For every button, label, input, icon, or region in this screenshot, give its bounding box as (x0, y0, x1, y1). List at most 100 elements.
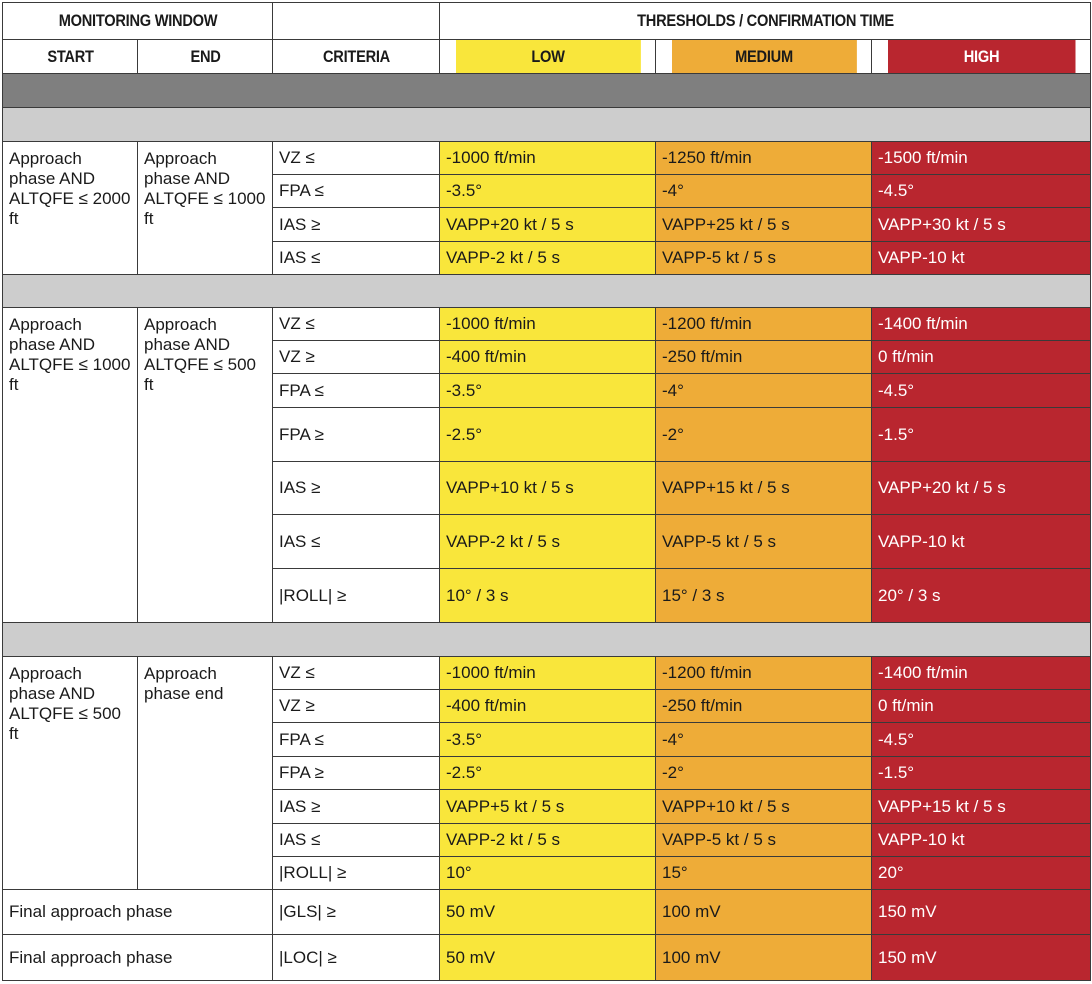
medium-threshold: VAPP-5 kt / 5 s (655, 823, 872, 857)
medium-threshold: VAPP-5 kt / 5 s (655, 241, 872, 275)
header-row-2: START END CRITERIA LOW MEDIUM HIGH (3, 39, 1091, 74)
low-threshold: -1000 ft/min (439, 307, 656, 341)
criteria-cell: FPA ≥ (272, 756, 440, 790)
table-row: IAS ≤ VAPP-2 kt / 5 s VAPP-5 kt / 5 s VAPP-… (3, 823, 1092, 857)
high-threshold: VAPP-10 kt (870, 823, 1092, 857)
low-threshold: VAPP-2 kt / 5 s (439, 241, 656, 275)
window-start: Approach phase AND ALTQFE ≤ 2000 ft (2, 141, 138, 275)
table-row: Approach phase AND ALTQFE ≤ 500 ft Approa… (2, 656, 1092, 890)
criteria-cell: IAS ≥ (272, 789, 440, 824)
criteria-cell: FPA ≤ (272, 373, 440, 408)
criteria-cell: FPA ≥ (272, 407, 440, 462)
table-row: |ROLL| ≥10° / 3 s 15° / 3 s 20° / 3 s (3, 568, 1092, 623)
table-row: |ROLL| ≥10° 15° 20° (3, 856, 1092, 890)
criteria-cell: IAS ≤ (272, 514, 440, 569)
low-header: LOW (454, 39, 641, 74)
criteria-cell: VZ ≤ (272, 307, 440, 341)
criteria-cell: IAS ≤ (272, 823, 440, 857)
medium-threshold: 100 mV (655, 934, 872, 981)
criteria-cell: IAS ≤ (272, 241, 440, 275)
table-row: IAS ≥ VAPP+20 kt / 5 s VAPP+25 kt / 5 s VAP… (3, 207, 1092, 242)
medium-threshold: 15° (655, 856, 872, 890)
medium-header: MEDIUM (670, 39, 857, 74)
high-threshold: VAPP+20 kt / 5 s (870, 461, 1092, 515)
end-header: END (146, 39, 264, 74)
low-threshold: 10° / 3 s (439, 568, 656, 623)
criteria-cell: FPA ≤ (272, 174, 440, 208)
medium-threshold: -1250 ft/min (655, 141, 872, 175)
low-threshold: -1000 ft/min (439, 141, 656, 175)
table-row: IAS ≥ VAPP+5 kt / 5 s VAPP+10 kt / 5 s VAPP… (3, 789, 1092, 824)
low-threshold: -3.5° (439, 174, 656, 208)
high-threshold: -1.5° (870, 407, 1092, 462)
low-threshold: -400 ft/min (439, 689, 656, 723)
window-start: Approach phase AND ALTQFE ≤ 500 ft (2, 656, 138, 890)
table-row: VZ ≥ -400 ft/min -250 ft/min 0 ft/min (3, 340, 1092, 374)
group-separator-cell (1, 274, 1092, 308)
low-threshold: -3.5° (439, 373, 656, 408)
table-row: FPA ≤ -3.5° -4° -4.5° (3, 174, 1092, 208)
high-threshold: 0 ft/min (870, 340, 1092, 374)
high-threshold: VAPP-10 kt (870, 241, 1092, 275)
medium-threshold: -250 ft/min (655, 689, 872, 723)
header-row-1: MONITORING WINDOW THRESHOLDS / CONFIRMAT… (3, 2, 1091, 40)
criteria-cell: VZ ≥ (272, 340, 440, 374)
low-threshold: -2.5° (439, 407, 656, 462)
group-separator (1, 622, 1092, 657)
medium-threshold: VAPP-5 kt / 5 s (655, 514, 872, 569)
high-header: HIGH (886, 39, 1076, 74)
criteria-cell: VZ ≤ (272, 656, 440, 690)
high-threshold: 20° / 3 s (870, 568, 1092, 623)
window-cell: Final approach phase (2, 889, 273, 935)
low-threshold: VAPP+20 kt / 5 s (439, 207, 656, 242)
table-row: Approach phase AND ALTQFE ≤ 2000 ft Appro… (2, 141, 1092, 275)
criteria-cell: IAS ≥ (272, 461, 440, 515)
criteria-cell: |ROLL| ≥ (272, 856, 440, 890)
window-end: Approach phase AND ALTQFE ≤ 500 ft (137, 307, 273, 623)
medium-threshold: -4° (655, 722, 872, 757)
low-threshold: 10° (439, 856, 656, 890)
medium-threshold: -1200 ft/min (655, 656, 872, 690)
header-spacer (272, 2, 440, 40)
medium-threshold: VAPP+25 kt / 5 s (655, 207, 872, 242)
low-threshold: -3.5° (439, 722, 656, 757)
table-row: IAS ≤ VAPP-2 kt / 5 s VAPP-5 kt / 5 s VAPP-… (3, 241, 1092, 275)
light-separator (1, 107, 1092, 142)
low-threshold: 50 mV (439, 889, 656, 935)
high-threshold: -4.5° (870, 373, 1092, 408)
table-row: VZ ≥ -400 ft/min -250 ft/min 0 ft/min (3, 689, 1092, 723)
high-threshold: 20° (870, 856, 1092, 890)
table-row: IAS ≥ VAPP+10 kt / 5 s VAPP+15 kt / 5 s VAP… (3, 461, 1092, 515)
criteria-cell: VZ ≥ (272, 689, 440, 723)
high-threshold: -1500 ft/min (870, 141, 1092, 175)
table-row: Final approach phase |LOC| ≥50 mV 100 mV 15… (2, 934, 1092, 981)
criteria-cell: VZ ≤ (272, 141, 440, 175)
medium-threshold: VAPP+15 kt / 5 s (655, 461, 872, 515)
high-threshold: -4.5° (870, 174, 1092, 208)
high-threshold: VAPP-10 kt (870, 514, 1092, 569)
thresholds-header: THRESHOLDS / CONFIRMATION TIME (484, 2, 1046, 40)
criteria-cell: |LOC| ≥ (272, 934, 440, 981)
medium-threshold: 100 mV (655, 889, 872, 935)
high-threshold: 0 ft/min (870, 689, 1092, 723)
criteria-cell: |GLS| ≥ (272, 889, 440, 935)
window-end: Approach phase end (137, 656, 273, 890)
table-row: FPA ≤ -3.5° -4° -4.5° (3, 722, 1092, 757)
table-row: Final approach phase |GLS| ≥50 mV 100 mV 15… (2, 889, 1092, 935)
window-start: Approach phase AND ALTQFE ≤ 1000 ft (2, 307, 138, 623)
high-threshold: 150 mV (870, 934, 1092, 981)
table-row: FPA ≥ -2.5° -2° -1.5° (3, 407, 1092, 462)
medium-threshold: 15° / 3 s (655, 568, 872, 623)
criteria-cell: |ROLL| ≥ (272, 568, 440, 623)
high-threshold: -1.5° (870, 756, 1092, 790)
medium-threshold: -2° (655, 407, 872, 462)
window-cell: Final approach phase (2, 934, 273, 981)
low-threshold: -400 ft/min (439, 340, 656, 374)
medium-threshold: -4° (655, 174, 872, 208)
high-threshold: 150 mV (870, 889, 1092, 935)
window-end: Approach phase AND ALTQFE ≤ 1000 ft (137, 141, 273, 275)
low-threshold: VAPP-2 kt / 5 s (439, 823, 656, 857)
low-threshold: 50 mV (439, 934, 656, 981)
criteria-cell: FPA ≤ (272, 722, 440, 757)
